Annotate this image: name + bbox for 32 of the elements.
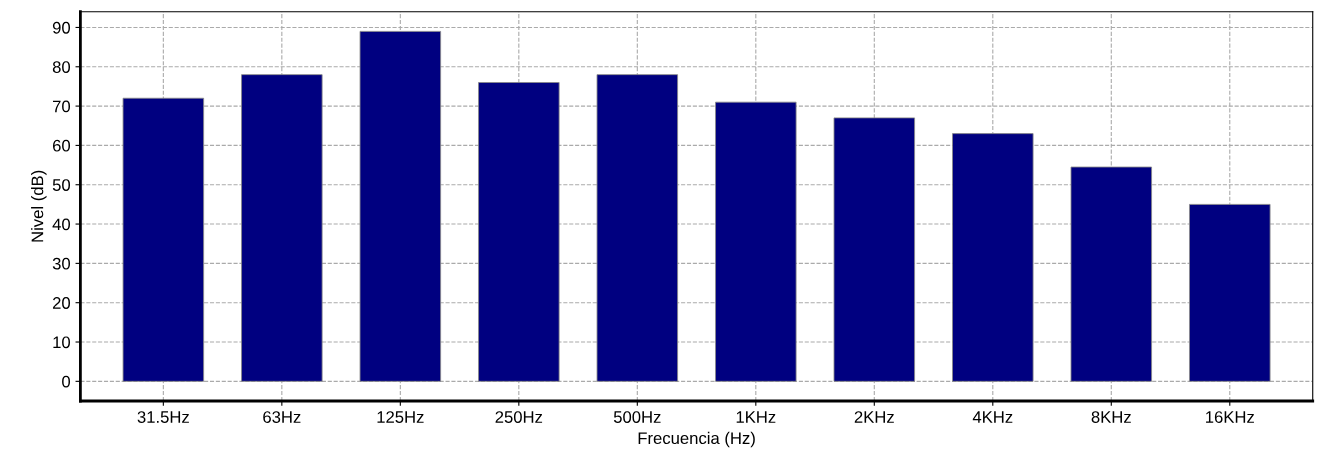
x-tick-label: 8KHz <box>1091 411 1131 423</box>
x-tick-label: 4KHz <box>972 411 1013 423</box>
y-tick-label: 80 <box>52 61 71 73</box>
y-tick-label: 10 <box>53 336 71 349</box>
x-tick-label: 16KHz <box>1206 411 1254 423</box>
bar <box>122 97 205 382</box>
x-tick-label: 63Hz <box>263 411 301 423</box>
x-axis-title: Frecuencia (Hz) <box>638 431 755 448</box>
y-axis-title: Nivel (dB) <box>31 170 47 242</box>
y-tick-label: 40 <box>52 218 71 231</box>
bar <box>715 101 797 382</box>
x-tick-label: 250Hz <box>495 411 543 423</box>
bar <box>833 117 916 382</box>
y-tick-label: 90 <box>52 21 71 34</box>
y-tick-label: 50 <box>52 179 71 191</box>
x-tick-label: 125Hz <box>377 411 424 423</box>
x-tick-label: 31.5Hz <box>137 411 189 423</box>
bar <box>1070 166 1152 382</box>
x-tick-label: 2KHz <box>854 411 894 423</box>
y-tick-label: 20 <box>52 297 71 309</box>
bar <box>359 30 442 382</box>
bar <box>1189 203 1271 382</box>
y-tick-label: 30 <box>52 257 71 270</box>
bar <box>952 133 1034 382</box>
y-tick-label: 60 <box>52 139 71 152</box>
y-tick-label: 0 <box>62 375 71 388</box>
y-tick-label: 70 <box>52 100 71 113</box>
bar <box>478 82 560 382</box>
bar <box>596 74 679 382</box>
bar <box>241 74 323 382</box>
x-tick-label: 500Hz <box>613 411 661 423</box>
x-tick-label: 1KHz <box>736 411 776 423</box>
